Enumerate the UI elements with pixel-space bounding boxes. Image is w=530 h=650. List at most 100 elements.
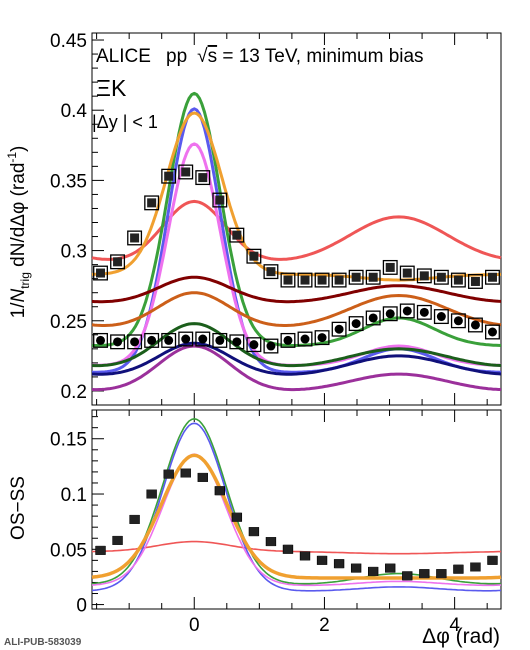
model-curve-1 <box>91 199 502 261</box>
syst-box <box>161 168 177 184</box>
model-curve-10 <box>91 344 501 392</box>
model-curve-6 <box>91 275 502 304</box>
data-point <box>450 313 466 329</box>
data-point <box>314 330 330 346</box>
syst-box <box>212 192 228 208</box>
square-marker <box>368 566 378 576</box>
circle-marker <box>385 309 395 319</box>
data-point <box>93 265 108 281</box>
square-marker <box>130 233 140 243</box>
syst-box <box>229 227 245 243</box>
syst-box <box>144 332 160 348</box>
square-marker <box>181 468 191 478</box>
syst-box <box>110 254 126 270</box>
data-point <box>95 545 106 555</box>
syst-box <box>365 269 381 285</box>
data-point <box>212 192 228 208</box>
square-marker <box>300 275 310 285</box>
data-point <box>263 338 279 354</box>
syst-box <box>450 272 466 288</box>
y-tick-label: 0.2 <box>61 382 87 403</box>
data-point <box>433 309 449 325</box>
data-point <box>127 230 143 246</box>
data-point <box>231 512 243 522</box>
square-marker <box>300 551 310 561</box>
syst-box <box>263 338 279 354</box>
circle-marker <box>351 319 361 329</box>
square-marker <box>198 173 208 183</box>
circle-marker <box>96 335 106 345</box>
syst-box <box>433 269 449 285</box>
square-marker <box>130 514 140 524</box>
circle-marker <box>164 335 174 345</box>
data-point <box>467 317 483 333</box>
square-marker <box>147 489 157 499</box>
circle-marker <box>198 334 208 344</box>
square-marker <box>147 198 157 208</box>
square-marker <box>402 268 412 278</box>
data-point <box>436 569 447 579</box>
square-marker <box>164 171 174 181</box>
circle-marker <box>334 324 344 334</box>
circle-marker <box>300 334 310 344</box>
syst-box <box>93 265 108 281</box>
data-point <box>110 254 126 270</box>
circle-marker <box>419 307 429 317</box>
square-marker <box>419 569 429 579</box>
square-marker <box>215 486 225 496</box>
data-point <box>399 265 415 281</box>
top-panel-frame <box>91 32 502 406</box>
syst-box <box>178 331 194 347</box>
circle-marker <box>317 333 327 343</box>
data-point <box>331 272 347 288</box>
square-marker <box>453 564 463 574</box>
circle-marker <box>402 306 412 316</box>
model-curve-9 <box>91 341 502 376</box>
y-tick-label: 0 <box>76 596 87 617</box>
data-point <box>195 170 211 186</box>
square-marker <box>334 275 344 285</box>
y-tick-label: 0.1 <box>61 485 87 506</box>
square-marker <box>96 268 106 278</box>
y-tick-label: 0.45 <box>50 31 87 52</box>
syst-box <box>195 331 211 347</box>
syst-box <box>450 313 466 329</box>
data-point <box>487 555 498 565</box>
data-point <box>93 332 108 348</box>
syst-box <box>246 248 262 264</box>
syst-box <box>365 310 381 326</box>
circle-marker <box>487 327 497 337</box>
data-point <box>333 559 345 569</box>
experiment-label: ALICE <box>96 46 151 67</box>
data-point <box>331 321 347 337</box>
square-marker <box>249 527 259 537</box>
data-point <box>382 259 398 275</box>
top-y-axis-label: 1/Ntrig dN/dΔφ (rad-1) <box>5 146 32 319</box>
square-marker <box>470 562 480 572</box>
data-point <box>246 337 262 353</box>
square-marker <box>215 195 225 205</box>
data-point <box>248 527 260 537</box>
syst-box <box>485 269 500 285</box>
syst-box <box>297 272 313 288</box>
square-marker <box>283 544 293 554</box>
circle-marker <box>181 334 191 344</box>
data-point <box>470 562 481 572</box>
data-point <box>316 555 328 565</box>
syst-box <box>110 334 126 350</box>
top-data-points <box>93 164 500 354</box>
circle-marker <box>266 341 276 351</box>
data-point <box>382 306 398 322</box>
data-point <box>453 564 464 574</box>
data-point <box>485 269 500 285</box>
data-point <box>368 566 379 576</box>
pair-label: ΞK <box>96 75 127 101</box>
syst-box <box>348 269 364 285</box>
data-point <box>350 563 362 573</box>
syst-box <box>212 332 228 348</box>
syst-box <box>348 316 364 332</box>
square-marker <box>96 545 106 555</box>
square-marker <box>164 469 174 479</box>
syst-box <box>314 272 330 288</box>
data-point <box>419 569 430 579</box>
